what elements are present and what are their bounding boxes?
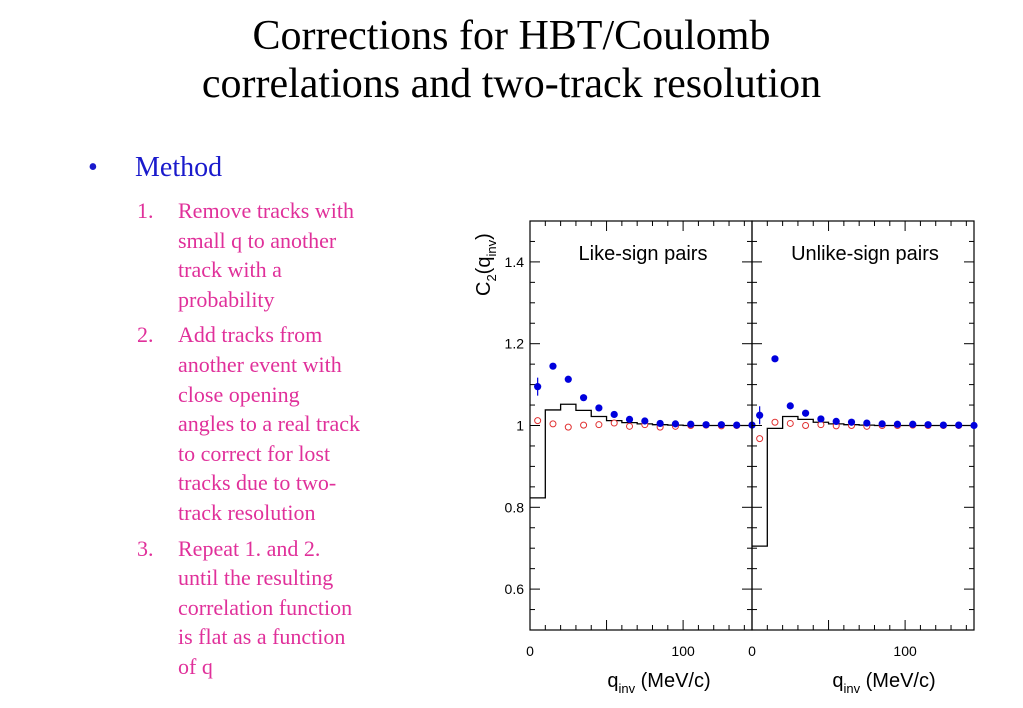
open-marker [564, 423, 572, 431]
step-text-line: track with a [178, 257, 282, 283]
filled-marker [817, 415, 825, 423]
step-number: 3. [137, 535, 154, 561]
method-label: Method [135, 152, 223, 183]
open-marker [580, 421, 588, 429]
x-tick-label: 100 [893, 643, 917, 659]
open-marker [771, 418, 779, 426]
open-marker [786, 419, 794, 427]
title-line: Corrections for HBT/Coulomb [252, 13, 771, 59]
filled-marker [955, 421, 963, 429]
y-tick-label: 1.2 [505, 336, 525, 352]
filled-marker [756, 411, 764, 419]
filled-marker [625, 415, 634, 423]
panel-label: Like-sign pairs [579, 243, 708, 265]
filled-marker [893, 420, 902, 428]
open-marker [549, 420, 557, 428]
method-step-2: 2. Add tracks from another event with close… [137, 320, 417, 527]
step-text-line: is flat as a function [178, 624, 346, 650]
step-text-line: close opening [178, 381, 300, 407]
method-steps-list: 1. Remove tracks with small q to another tr… [137, 196, 417, 688]
step-text-line: of q [178, 653, 213, 679]
filled-marker [671, 420, 680, 428]
y-tick-label: 1.4 [505, 254, 525, 270]
open-marker [610, 419, 618, 427]
step-text-line: angles to a real track [178, 411, 361, 437]
histogram-line [752, 415, 974, 547]
step-text-line: another event with [178, 351, 342, 377]
histogram-line [530, 403, 752, 499]
y-tick-label: 0.8 [505, 499, 525, 515]
open-marker [802, 422, 810, 429]
filled-marker [786, 402, 794, 410]
open-marker [534, 417, 542, 425]
step-text-line: tracks due to two- [178, 470, 337, 496]
step-number: 2. [137, 322, 154, 348]
filled-marker [939, 421, 947, 429]
filled-marker [771, 355, 779, 363]
y-axis-label: C2(qinv) [473, 233, 499, 296]
filled-marker [909, 420, 917, 428]
filled-marker [687, 420, 695, 428]
filled-marker [878, 420, 886, 428]
method-step-1: 1. Remove tracks with small q to another tr… [137, 196, 417, 314]
step-text-line: until the resulting [178, 565, 334, 591]
x-axis-label: qinv (MeV/c) [832, 670, 935, 696]
filled-marker [702, 421, 710, 429]
bullet-icon: • [88, 152, 98, 183]
panel-label: Unlike-sign pairs [791, 243, 939, 265]
open-marker [626, 422, 634, 430]
y-tick-label: 0.6 [505, 581, 525, 597]
open-marker [595, 421, 603, 429]
filled-marker [832, 417, 840, 426]
filled-marker [564, 375, 572, 383]
step-text-line: correlation function [178, 594, 353, 620]
filled-marker [579, 394, 588, 402]
step-number: 1. [137, 198, 154, 223]
x-tick-label: 0 [526, 643, 534, 659]
slide-title: Corrections for HBT/Coulomb correlations… [0, 12, 1023, 108]
step-text-line: Remove tracks with [178, 198, 354, 223]
open-marker [756, 435, 764, 443]
method-step-3: 3. Repeat 1. and 2. until the resulting cor… [137, 534, 417, 682]
title-line: correlations and two-track resolution [201, 61, 822, 107]
x-tick-label: 0 [748, 643, 756, 659]
correlation-chart: 0.6 0.8 1 1.2 1.4 0 100 Like-sign pairs 0 100 Unli… [473, 220, 978, 696]
filled-marker [641, 417, 649, 425]
filled-marker [733, 421, 741, 429]
filled-marker [847, 418, 856, 426]
x-axis-label: qinv (MeV/c) [607, 670, 710, 696]
step-text-line: to correct for lost [178, 440, 331, 466]
filled-marker [970, 421, 978, 430]
filled-marker [610, 410, 618, 419]
step-text-line: probability [178, 286, 275, 312]
filled-marker [549, 362, 557, 370]
filled-marker [656, 419, 664, 428]
step-text-line: small q to another [178, 227, 337, 253]
step-text-line: track resolution [178, 499, 316, 525]
filled-marker [924, 421, 932, 429]
x-tick-label: 100 [671, 643, 695, 659]
step-text-line: Add tracks from [178, 322, 323, 348]
open-marker [817, 421, 825, 429]
filled-marker [801, 409, 810, 417]
y-tick-label: 1 [516, 418, 524, 434]
filled-marker [863, 419, 871, 427]
filled-marker [717, 421, 725, 429]
step-text-line: Repeat 1. and 2. [178, 535, 321, 561]
filled-marker [534, 383, 542, 391]
filled-marker [595, 404, 603, 412]
